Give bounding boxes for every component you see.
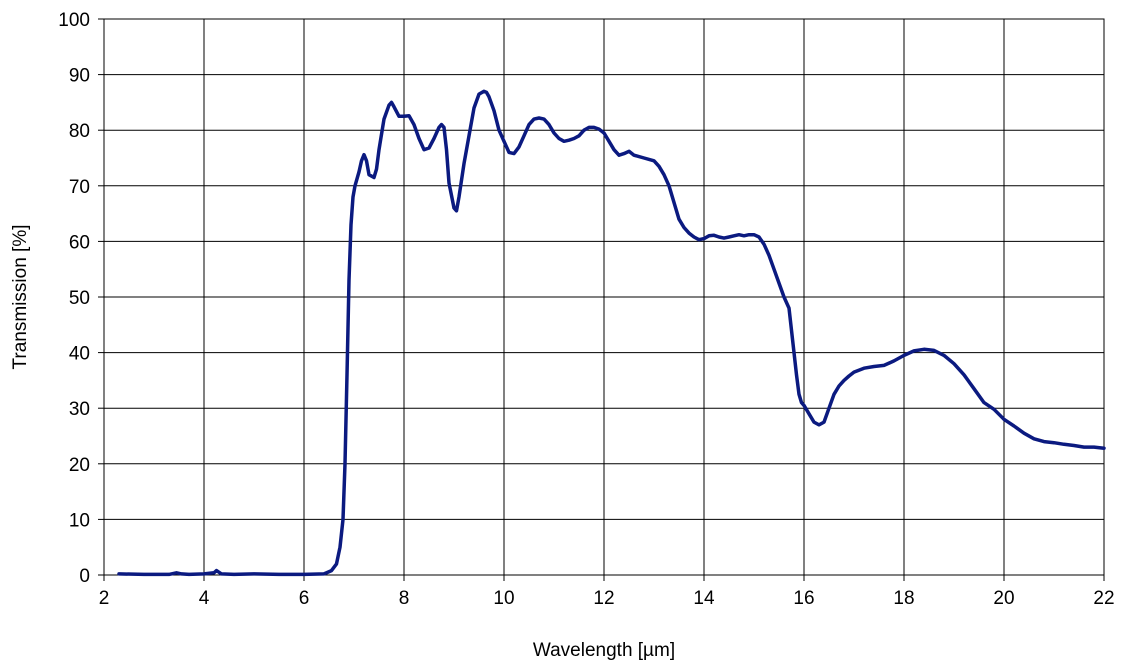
y-axis-label: Transmission [%] [10,225,31,370]
y-tick-label: 60 [69,232,90,253]
x-tick-label: 12 [593,588,614,609]
x-tick-label: 4 [199,588,210,609]
x-tick-label: 18 [893,588,914,609]
x-tick-label: 20 [993,588,1014,609]
grid [104,19,1104,575]
axis-ticks [98,18,1105,581]
y-tick-label: 30 [69,399,90,420]
y-tick-label: 40 [69,344,90,365]
x-axis-label: Wavelength [µm] [533,640,675,661]
x-tick-label: 16 [793,588,814,609]
x-tick-label: 6 [299,588,310,609]
series-line [117,89,1106,577]
y-tick-label: 50 [69,288,90,309]
y-tick-label: 90 [69,66,90,87]
x-tick-label: 14 [693,588,715,609]
y-tick-label: 20 [69,455,90,476]
y-tick-label: 80 [69,121,90,142]
x-tick-label: 8 [399,588,410,609]
x-tick-label: 10 [493,588,514,609]
y-tick-label: 70 [69,177,90,198]
y-tick-label: 100 [58,10,90,31]
x-tick-label: 22 [1093,588,1114,609]
y-tick-label: 10 [69,510,90,531]
y-tick-label: 0 [79,566,90,587]
x-tick-label: 2 [99,588,110,609]
tick-labels: 2 4 6 8 10 12 14 16 18 20 22 0 10 20 30 40 50 60 70 80 90 100 [58,10,1114,609]
series [117,89,1106,577]
